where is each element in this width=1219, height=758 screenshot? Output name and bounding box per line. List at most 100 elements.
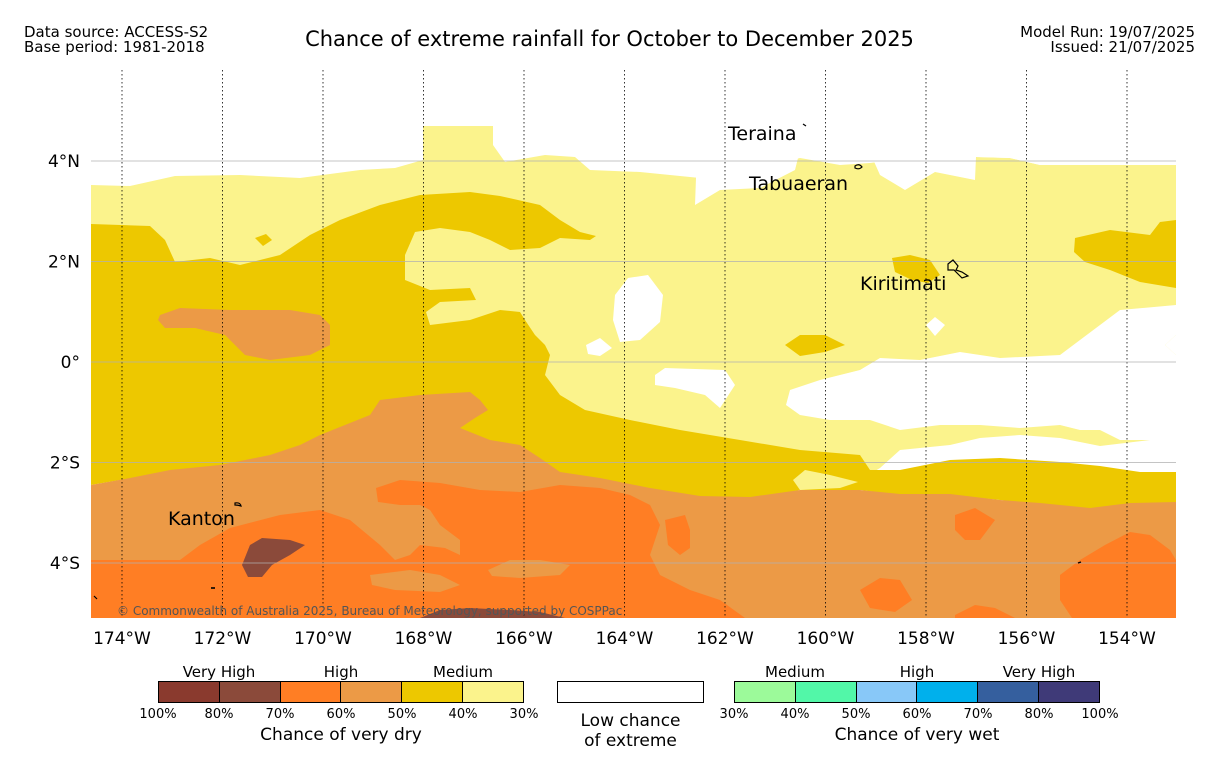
longitude-label: 166°W <box>495 629 553 649</box>
legend-wet-cat-very-high: Very High <box>1002 663 1076 681</box>
region-medium-kiritimati <box>892 255 940 283</box>
longitude-label: 162°W <box>696 629 754 649</box>
region-high-70-60-hole <box>370 570 460 592</box>
place-label-kanton: Kanton <box>168 508 235 530</box>
legend-dry-colorbar <box>158 681 524 703</box>
legend-dry-swatch <box>463 682 523 702</box>
legend-dry-swatch <box>341 682 403 702</box>
region-low-hole-2 <box>586 338 612 356</box>
legend-low-line-1: Low chance <box>580 711 681 731</box>
legend-dry-cat-very-high: Very High <box>182 663 256 681</box>
region-medium-equator <box>785 335 845 356</box>
header-right: Model Run: 19/07/2025 Issued: 21/07/2025 <box>1020 25 1195 55</box>
region-high-north-blob <box>158 308 330 360</box>
region-low-hole-3 <box>655 368 735 408</box>
issued-label: Issued: 21/07/2025 <box>1050 38 1195 56</box>
legend-dry-swatch <box>402 682 464 702</box>
region-low-hole-5 <box>926 317 945 336</box>
longitude-label: 164°W <box>596 629 654 649</box>
legend-wet-swatch <box>795 682 857 702</box>
region-very-high-80-70 <box>242 538 305 577</box>
latitude-label: 4°N <box>48 152 80 172</box>
legend-dry-tick: 30% <box>509 707 539 722</box>
legend-wet-tick: 100% <box>1081 707 1119 722</box>
legend-wet-swatch <box>856 682 918 702</box>
longitude-label: 156°W <box>998 629 1056 649</box>
longitude-label: 158°W <box>897 629 955 649</box>
longitude-labels: 174°W 172°W 170°W 168°W 166°W 164°W 162°W 160°W… <box>93 629 1156 649</box>
legend-dry-swatch <box>159 682 220 702</box>
region-low-hole-4 <box>786 305 1176 440</box>
legend-dry-tick: 80% <box>204 707 234 722</box>
legend-wet-tick: 60% <box>902 707 932 722</box>
legend-wet-cat-medium: Medium <box>765 663 825 681</box>
longitude-label: 170°W <box>294 629 352 649</box>
island-small-3 <box>93 595 98 600</box>
island-tabuaeran <box>854 164 863 170</box>
legend-wet-swatch <box>978 682 1040 702</box>
island-small-2 <box>1077 561 1082 564</box>
legend-dry-swatch <box>219 682 281 702</box>
legend-low-line-2: of extreme <box>584 731 677 751</box>
header-left: Data source: ACCESS-S2 Base period: 1981… <box>24 25 208 55</box>
legend-wet-tick: 40% <box>780 707 810 722</box>
longitude-label: 168°W <box>395 629 453 649</box>
region-medium-island-1 <box>793 470 858 490</box>
legend-dry-tick: 40% <box>448 707 478 722</box>
region-low-north <box>695 70 1176 205</box>
region-low-hole-1 <box>613 275 663 342</box>
place-label-kiritimati: Kiritimati <box>860 273 946 295</box>
longitude-label: 154°W <box>1098 629 1156 649</box>
legend-wet-colorbar <box>734 681 1100 703</box>
copyright-notice: © Commonwealth of Australia 2025, Bureau… <box>117 604 622 618</box>
island-teraina <box>802 123 807 127</box>
data-source-label: Data source: ACCESS-S2 <box>24 23 209 41</box>
longitude-label: 172°W <box>194 629 252 649</box>
legend-dry-tick: 50% <box>387 707 417 722</box>
region-high-blob-e <box>665 515 690 555</box>
region-high-blob-i <box>955 605 1015 618</box>
legend-wet-tick: 80% <box>1024 707 1054 722</box>
latitude-label: 0° <box>61 353 80 373</box>
legend-wet-tick: 50% <box>841 707 871 722</box>
lat-gridlines <box>91 160 1176 564</box>
base-period-label: Base period: 1981-2018 <box>24 38 205 56</box>
region-high-70-60-hole2 <box>488 560 570 578</box>
legend-dry-caption: Chance of very dry <box>260 725 422 745</box>
legend-wet-swatch <box>917 682 979 702</box>
gridlines <box>121 70 1128 618</box>
legend-wet-swatch <box>1039 682 1099 702</box>
legend-wet-cat-high: High <box>899 663 935 681</box>
longitude-label: 174°W <box>93 629 151 649</box>
legend-low-chance-swatch <box>557 681 704 703</box>
latitude-label: 2°S <box>50 454 80 474</box>
latitude-label: 4°S <box>50 554 80 574</box>
region-medium-left <box>91 355 135 415</box>
legend-dry-swatch <box>280 682 342 702</box>
legend-dry-cat-high: High <box>323 663 359 681</box>
region-high-70-60 <box>91 480 745 618</box>
region-very-high-south <box>420 608 565 618</box>
region-high-blob-f <box>955 508 995 540</box>
legend-dry-tick: 70% <box>265 707 295 722</box>
latitude-label: 2°N <box>48 253 80 273</box>
map-title: Chance of extreme rainfall for October t… <box>305 27 914 51</box>
legend-low-chance-caption: Low chance of extreme <box>557 711 704 751</box>
latitude-labels: 4°N 2°N 0° 2°S 4°S <box>48 152 80 574</box>
legend-wet-caption: Chance of very wet <box>834 725 1000 745</box>
legend-dry-tick: 60% <box>326 707 356 722</box>
longitude-label: 160°W <box>797 629 855 649</box>
legend-wet-swatch <box>735 682 796 702</box>
model-run-label: Model Run: 19/07/2025 <box>1020 23 1195 41</box>
island-kiritimati <box>947 259 970 279</box>
rainfall-map: Teraina Tabuaeran Kiritimati Kanton © Co… <box>48 68 1176 649</box>
region-medium-small <box>255 234 272 246</box>
region-medium-north-east <box>1074 220 1176 288</box>
place-label-teraina: Teraina <box>727 123 797 145</box>
region-high-blob-g <box>860 578 912 612</box>
island-kanton <box>234 502 242 507</box>
region-high-blob-h <box>1060 532 1176 618</box>
legend-wet-tick: 70% <box>963 707 993 722</box>
legend-dry-tick: 100% <box>139 707 177 722</box>
legend-dry-cat-medium: Medium <box>433 663 493 681</box>
